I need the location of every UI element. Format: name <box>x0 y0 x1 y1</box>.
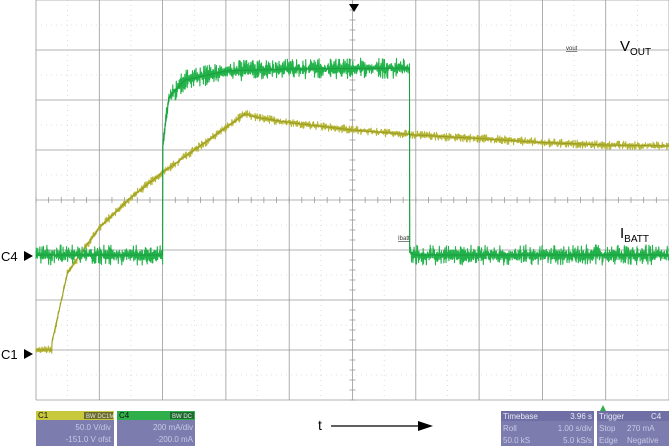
c1-panel-header <box>36 411 114 420</box>
time-axis: t <box>318 417 433 433</box>
c4-panel-offset: -200.0 mA <box>156 435 194 444</box>
trigger-position-marker-icon <box>349 4 359 12</box>
ibatt-label-main: I <box>620 225 624 242</box>
c4-panel-id: C4 <box>119 411 130 420</box>
c4-status-panel: C4 BW DC 200 mA/div -200.0 mA <box>117 411 195 446</box>
c4-coupling-badge <box>170 412 194 419</box>
ibatt-label: IBATT <box>620 225 649 245</box>
timebase-panel-header <box>501 411 594 421</box>
c1-panel-vdiv: 50.0 V/div <box>75 423 111 432</box>
c1-panel-offset: -151.0 V ofst <box>66 435 112 444</box>
c4-marker-label: C4 <box>1 249 18 264</box>
trigger-mode: Stop <box>599 424 616 433</box>
ibatt-trace <box>35 57 669 266</box>
traces <box>35 57 669 354</box>
c4-panel-header <box>117 411 195 420</box>
time-axis-arrow-icon <box>418 421 433 431</box>
c4-panel-coupling: BW DC <box>172 414 193 420</box>
vout-label-sub: OUT <box>630 47 651 58</box>
grid <box>35 0 669 401</box>
vout-trace <box>35 110 669 354</box>
trigger-type: Edge <box>599 436 618 445</box>
ibatt-label-sub: BATT <box>624 234 649 245</box>
trigger-label: Trigger <box>599 412 624 421</box>
c1-marker-label: C1 <box>1 347 18 362</box>
trigger-panel: Trigger C4 Stop 270 mA Edge Negative <box>597 405 669 446</box>
vout-label-main: V <box>620 38 630 55</box>
c4-panel-vdiv: 200 mA/div <box>153 423 193 432</box>
timebase-panel: Timebase 3.96 s Roll 1.00 s/div 50.0 kS … <box>501 411 594 446</box>
trigger-level: 270 mA <box>627 424 655 433</box>
time-axis-label: t <box>318 417 322 433</box>
trigger-slope: Negative <box>627 436 659 445</box>
ibatt-probe-label: Ibatt <box>398 236 410 242</box>
timebase-rate: 5.0 kS/s <box>563 436 592 445</box>
timebase-samples: 50.0 kS <box>503 436 530 445</box>
trigger-panel-header <box>597 411 669 421</box>
ibatt-trace-core <box>36 67 669 256</box>
c4-channel-marker: C4 <box>1 249 33 264</box>
timebase-value: 3.96 s <box>570 412 592 421</box>
c1-panel-coupling: BW DC1M <box>86 414 114 420</box>
c1-status-panel: C1 BW DC1M 50.0 V/div -151.0 V ofst <box>36 411 114 446</box>
c4-marker-arrow-icon <box>24 251 33 261</box>
vout-label: VOUT <box>620 38 651 58</box>
c1-panel-id: C1 <box>38 411 49 420</box>
c1-coupling-badge <box>84 412 113 419</box>
timebase-mode: Roll <box>503 424 517 433</box>
trigger-channel: C4 <box>651 412 662 421</box>
timebase-div: 1.00 s/div <box>558 424 592 433</box>
vout-probe-label: vout <box>566 46 578 52</box>
timebase-label: Timebase <box>503 412 538 421</box>
c1-channel-marker: C1 <box>1 347 33 362</box>
trigger-level-marker-icon <box>600 405 606 411</box>
vout-trace-core <box>36 113 669 351</box>
c1-marker-arrow-icon <box>24 349 33 359</box>
